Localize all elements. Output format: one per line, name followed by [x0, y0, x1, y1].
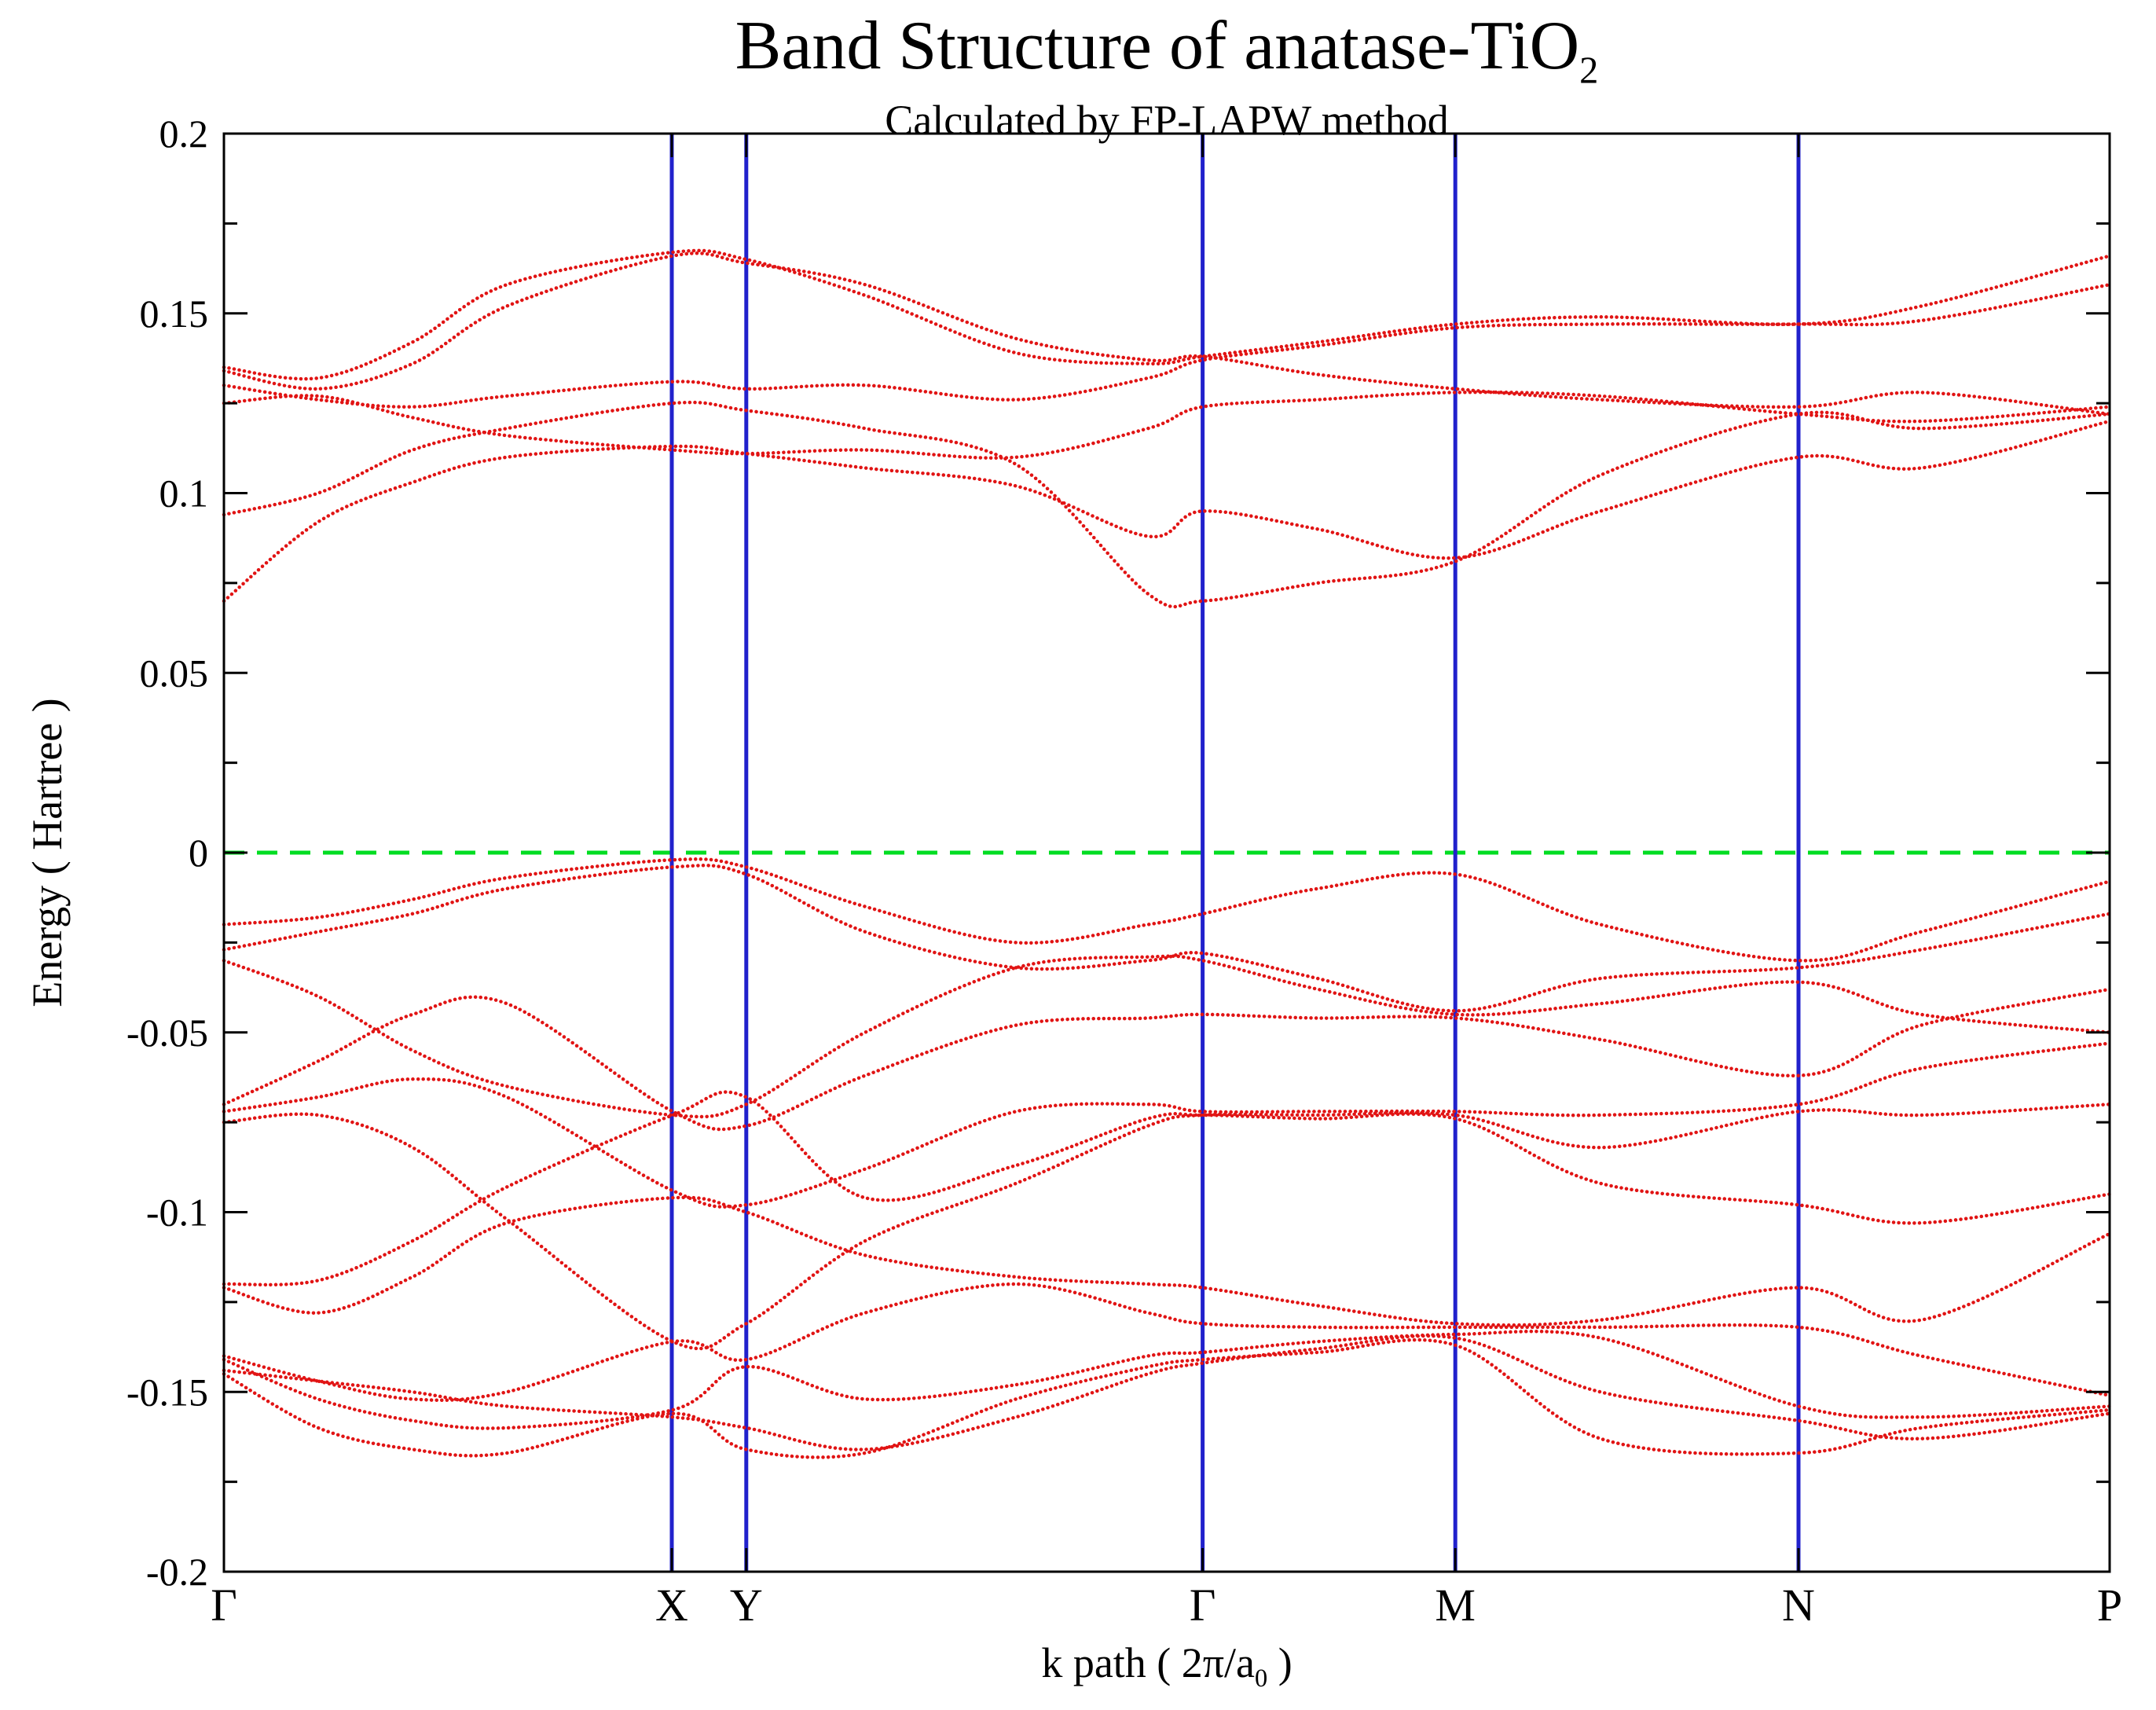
band-curve	[222, 987, 2112, 1132]
band-curve	[222, 864, 2112, 1013]
band-curve	[222, 1282, 2112, 1403]
band-curve	[222, 400, 2112, 609]
x-tick-label: X	[655, 1580, 688, 1631]
x-axis-label: k path ( 2π/a0 )	[1041, 1639, 1292, 1693]
band-curve	[222, 1329, 2112, 1430]
x-tick-label: Γ	[211, 1580, 237, 1631]
band-curve	[222, 857, 2112, 963]
x-tick-label: Y	[730, 1580, 763, 1631]
band-curve	[222, 1195, 2112, 1327]
band-curve	[222, 1103, 2112, 1351]
x-axis-label-subscript: 0	[1255, 1664, 1268, 1693]
y-axis-label: Energy ( Hartree )	[24, 698, 71, 1007]
chart-subtitle: Calculated by FP-LAPW method	[885, 97, 1449, 144]
y-tick-label: 0.15	[140, 292, 209, 336]
y-tick-label: -0.05	[126, 1011, 208, 1055]
band-curve	[222, 1334, 2112, 1451]
y-tick-label: -0.1	[146, 1191, 208, 1235]
x-tick-label: Γ	[1190, 1580, 1216, 1631]
band-curve	[222, 251, 2112, 416]
y-tick-label: 0.1	[160, 472, 209, 516]
band-curve	[222, 1338, 2112, 1459]
band-curve	[222, 282, 2112, 409]
chart-title-subscript: 2	[1579, 50, 1599, 92]
y-tick-label: 0.2	[160, 112, 209, 156]
y-tick-label: 0.05	[140, 651, 209, 695]
y-tick-label: 0	[189, 831, 208, 875]
band-curve	[222, 419, 2112, 604]
x-tick-label: P	[2097, 1580, 2122, 1631]
band-curve	[222, 1041, 2112, 1209]
y-tick-label: -0.2	[146, 1550, 208, 1594]
x-tick-label: N	[1782, 1580, 1815, 1631]
x-tick-label: M	[1435, 1580, 1476, 1631]
band-curve	[222, 248, 2112, 381]
band-curve	[222, 390, 2112, 460]
band-curve	[222, 1090, 2112, 1287]
chart-title: Band Structure of anatase-TiO2	[735, 8, 1599, 92]
y-tick-label: -0.15	[126, 1370, 208, 1414]
band-curve	[222, 954, 2112, 1119]
